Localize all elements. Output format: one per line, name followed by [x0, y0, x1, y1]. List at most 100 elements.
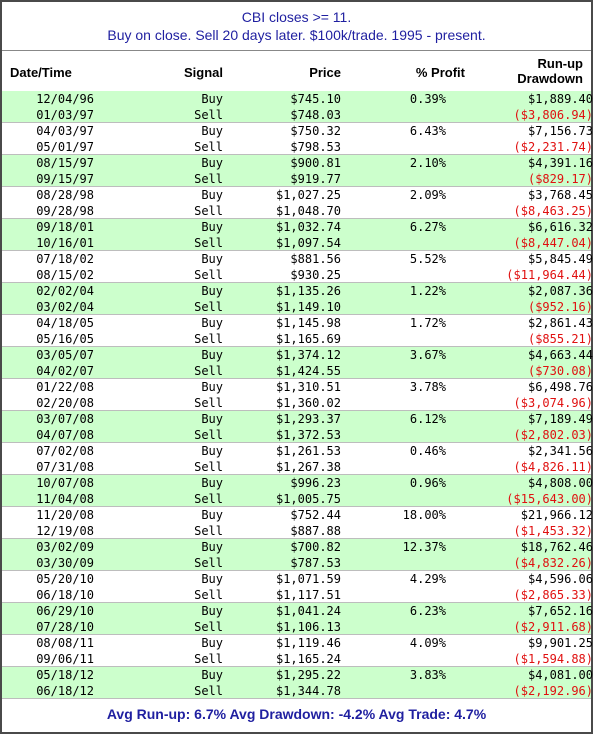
sell-price-cell: $1,048.70 — [275, 204, 341, 218]
runup-cell: $7,156.73 — [527, 124, 593, 138]
table-header: Date/Time Signal Price % Profit Run-up D… — [2, 54, 591, 92]
row-divider — [2, 346, 591, 347]
runup-cell: $4,391.16 — [527, 156, 593, 170]
profit-cell: 1.72% — [409, 316, 446, 330]
drawdown-cell: ($15,643.00) — [506, 492, 593, 506]
buy-price-cell: $996.23 — [290, 476, 341, 490]
buy-price-cell: $1,261.53 — [275, 444, 341, 458]
sell-date-cell: 10/16/01 — [36, 236, 94, 250]
trade-row: 08/08/11 Buy $1,119.46 4.09% $9,901.25 09/06/… — [2, 635, 593, 667]
buy-date-cell: 05/20/10 — [36, 572, 94, 586]
trade-row: 03/05/07 Buy $1,374.12 3.67% $4,663.44 04/02/… — [2, 347, 593, 379]
runup-cell: $4,808.00 — [527, 476, 593, 490]
profit-cell: 4.09% — [409, 636, 446, 650]
row-divider — [2, 666, 591, 667]
sell-date-cell: 03/30/09 — [36, 556, 94, 570]
buy-signal-cell: Buy — [201, 220, 223, 234]
sell-date-cell: 07/28/10 — [36, 620, 94, 634]
summary-footer: Avg Run-up: 6.7% Avg Drawdown: -4.2% Avg… — [2, 704, 591, 728]
buy-signal-cell: Buy — [201, 572, 223, 586]
row-divider — [2, 122, 591, 123]
trade-row: 11/20/08 Buy $752.44 18.00% $21,966.12 12/19/… — [2, 507, 593, 539]
row-divider — [2, 570, 591, 571]
drawdown-cell: ($1,453.32) — [513, 524, 593, 538]
buy-price-cell: $1,032.74 — [275, 220, 341, 234]
drawdown-cell: ($2,911.68) — [513, 620, 593, 634]
buy-signal-cell: Buy — [201, 380, 223, 394]
runup-cell: $2,341.56 — [527, 444, 593, 458]
trade-row: 08/15/97 Buy $900.81 2.10% $4,391.16 09/15/97… — [2, 155, 593, 187]
trade-row: 03/07/08 Buy $1,293.37 6.12% $7,189.49 04/07/… — [2, 411, 593, 443]
runup-cell: $2,087.36 — [527, 284, 593, 298]
trade-row: 12/04/96 Buy $745.10 0.39% $1,889.40 01/03/97… — [2, 91, 593, 123]
header-runup-drawdown: Run-up Drawdown — [472, 56, 583, 86]
buy-date-cell: 02/02/04 — [36, 284, 94, 298]
row-divider — [2, 218, 591, 219]
row-divider — [2, 474, 591, 475]
buy-price-cell: $1,041.24 — [275, 604, 341, 618]
sell-date-cell: 04/07/08 — [36, 428, 94, 442]
title-block: CBI closes >= 11. Buy on close. Sell 20 … — [2, 2, 591, 48]
sell-signal-cell: Sell — [194, 172, 223, 186]
sell-price-cell: $887.88 — [290, 524, 341, 538]
sell-signal-cell: Sell — [194, 492, 223, 506]
sell-date-cell: 01/03/97 — [36, 108, 94, 122]
sell-signal-cell: Sell — [194, 684, 223, 698]
trade-row: 04/03/97 Buy $750.32 6.43% $7,156.73 05/01/97… — [2, 123, 593, 155]
buy-signal-cell: Buy — [201, 348, 223, 362]
sell-price-cell: $748.03 — [290, 108, 341, 122]
profit-cell: 5.52% — [409, 252, 446, 266]
drawdown-cell: ($11,964.44) — [506, 268, 593, 282]
buy-price-cell: $745.10 — [290, 92, 341, 106]
sell-price-cell: $930.25 — [290, 268, 341, 282]
trade-row: 02/02/04 Buy $1,135.26 1.22% $2,087.36 03/02/… — [2, 283, 593, 315]
runup-cell: $4,596.06 — [527, 572, 593, 586]
row-divider — [2, 698, 591, 699]
buy-price-cell: $700.82 — [290, 540, 341, 554]
drawdown-cell: ($2,865.33) — [513, 588, 593, 602]
profit-cell: 4.29% — [409, 572, 446, 586]
buy-signal-cell: Buy — [201, 156, 223, 170]
profit-cell: 3.78% — [409, 380, 446, 394]
trade-row: 08/28/98 Buy $1,027.25 2.09% $3,768.45 09/28/… — [2, 187, 593, 219]
buy-signal-cell: Buy — [201, 284, 223, 298]
runup-cell: $4,081.00 — [527, 668, 593, 682]
sell-signal-cell: Sell — [194, 460, 223, 474]
drawdown-cell: ($2,802.03) — [513, 428, 593, 442]
runup-cell: $9,901.25 — [527, 636, 593, 650]
drawdown-cell: ($730.08) — [527, 364, 593, 378]
drawdown-cell: ($952.16) — [527, 300, 593, 314]
buy-signal-cell: Buy — [201, 124, 223, 138]
profit-cell: 0.39% — [409, 92, 446, 106]
drawdown-cell: ($2,192.96) — [513, 684, 593, 698]
buy-price-cell: $1,295.22 — [275, 668, 341, 682]
sell-price-cell: $798.53 — [290, 140, 341, 154]
buy-date-cell: 07/18/02 — [36, 252, 94, 266]
drawdown-cell: ($1,594.88) — [513, 652, 593, 666]
sell-date-cell: 09/15/97 — [36, 172, 94, 186]
row-divider — [2, 602, 591, 603]
sell-signal-cell: Sell — [194, 236, 223, 250]
sell-date-cell: 09/28/98 — [36, 204, 94, 218]
sell-signal-cell: Sell — [194, 428, 223, 442]
sell-date-cell: 12/19/08 — [36, 524, 94, 538]
profit-cell: 3.67% — [409, 348, 446, 362]
profit-cell: 2.10% — [409, 156, 446, 170]
trade-row: 05/20/10 Buy $1,071.59 4.29% $4,596.06 06/18/… — [2, 571, 593, 603]
drawdown-cell: ($8,463.25) — [513, 204, 593, 218]
trade-row: 10/07/08 Buy $996.23 0.96% $4,808.00 11/04/08… — [2, 475, 593, 507]
profit-cell: 6.23% — [409, 604, 446, 618]
drawdown-cell: ($4,832.26) — [513, 556, 593, 570]
buy-price-cell: $900.81 — [290, 156, 341, 170]
runup-cell: $21,966.12 — [520, 508, 593, 522]
sell-date-cell: 07/31/08 — [36, 460, 94, 474]
sell-price-cell: $787.53 — [290, 556, 341, 570]
buy-signal-cell: Buy — [201, 444, 223, 458]
row-divider — [2, 506, 591, 507]
profit-cell: 12.37% — [402, 540, 446, 554]
title-divider — [2, 50, 591, 51]
buy-price-cell: $1,135.26 — [275, 284, 341, 298]
buy-date-cell: 03/05/07 — [36, 348, 94, 362]
buy-date-cell: 01/22/08 — [36, 380, 94, 394]
sell-price-cell: $1,165.69 — [275, 332, 341, 346]
